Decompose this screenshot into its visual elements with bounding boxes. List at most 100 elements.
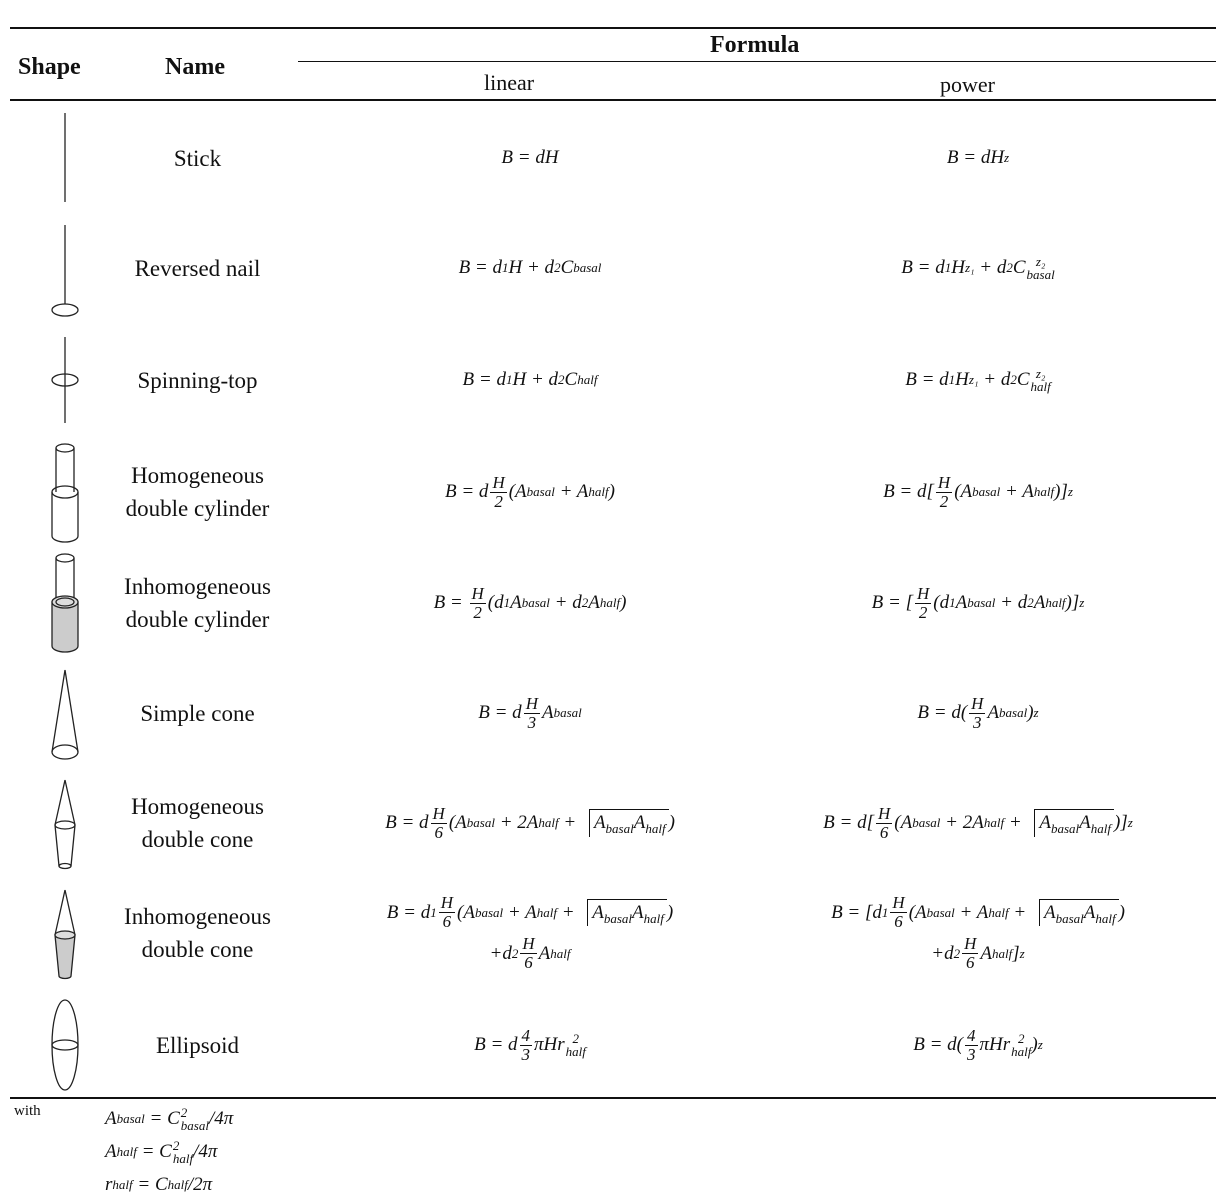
subscript: half [1045,595,1066,610]
formula-text: )] [1054,481,1068,502]
formula-text: r [105,1173,113,1195]
formula-text: B = d( [917,702,968,723]
formula-text: B = dH [501,147,559,168]
formula-text: A [987,702,1000,723]
top-rule [10,27,1216,29]
formula-text: + A [503,901,537,923]
shape-name: Reversed nail [134,255,261,281]
numerator: 4 [519,1025,533,1046]
formula-text: ) [620,592,627,613]
header-linear: linear [484,70,535,95]
subscript: basal [553,705,582,720]
formula-text: A [588,592,600,613]
formula-text: A [633,812,646,834]
formula-rule [298,61,1216,62]
name-cell: Spinning-top [100,325,295,435]
numerator: H [469,583,486,604]
superscript: z [1079,595,1085,610]
denominator: 6 [442,912,452,931]
subscript: basal [1026,267,1055,282]
subscript: half [643,910,664,926]
formula-text: B = d[ [883,481,934,502]
subscript: basal [1055,910,1084,926]
formula-text: A [1033,592,1046,613]
numerator: H [935,472,953,493]
subscript: basal [573,260,602,275]
denominator: 2 [918,602,928,622]
denominator: 3 [967,1044,976,1064]
subscript: 1 [881,904,889,920]
formula-text: = C [144,1107,180,1129]
power-formula: B = d[H 6 (A basal + 2A half + AbasalAhalf)]… [740,768,1216,878]
header-power: power [940,72,995,97]
numerator: H [890,893,907,913]
shape-name: Inhomogeneous [124,904,271,929]
formula-text: B = dH [946,147,1005,168]
formula-text: B = d [445,481,489,502]
subscript: 2 [1010,372,1017,387]
formula-text: ) [608,481,615,502]
superscript: z₁ [968,372,979,387]
subscript: basal [521,595,550,610]
denominator: 3 [973,712,982,732]
formula-text: )] [1114,812,1128,833]
subscript: half [536,904,557,920]
formula-line: B = dH [501,147,558,169]
subscript: 1 [430,904,437,920]
formula-text: (d [487,592,504,613]
formula-text: A [510,592,522,613]
formula-text: + d [549,592,582,613]
formula-text: B = d [458,257,503,278]
name-cell: Simple cone [100,658,295,768]
formula-text: A [955,592,968,613]
shape-name: double cylinder [125,607,270,632]
denominator: 6 [966,953,975,972]
subscript: 1 [502,260,509,275]
formula-text: (d [933,592,950,613]
subscript: basal [116,1110,145,1126]
formula-text: A [541,702,554,723]
sub-superscript: 2 half [173,1139,193,1165]
power-formula: B = d(4 3 πHr 2 half) z [740,990,1216,1100]
subscript: half [983,815,1005,830]
shape-icons [51,113,79,1091]
formula-text: B = d [462,369,506,390]
numerator: H [520,934,537,954]
numerator: H [969,693,986,714]
denominator: 2 [473,602,482,622]
denominator: 3 [521,1044,531,1064]
formula-text: H + d [508,257,555,278]
formula-text: A [593,812,606,834]
numerator: H [876,803,893,824]
subscript: 1 [505,372,513,387]
name-cell: Reversed nail [100,213,295,323]
subscript: half [550,945,571,961]
numerator: H [523,693,540,714]
sub-superscript: 2 half [1011,1032,1031,1058]
formula-line: B = dH z [947,147,1009,169]
denominator: 3 [527,712,537,732]
numerator: 4 [965,1025,978,1046]
linear-formula: B = dH [300,103,760,213]
subscript: half [588,484,609,499]
formula-text: + d [995,592,1028,613]
formula-line: B = d(4 3 πHr 2 half) z [913,1025,1043,1064]
subscript: half [172,1150,194,1166]
formula-text: B = d[ [823,812,874,833]
formula-text: (A [508,481,527,502]
